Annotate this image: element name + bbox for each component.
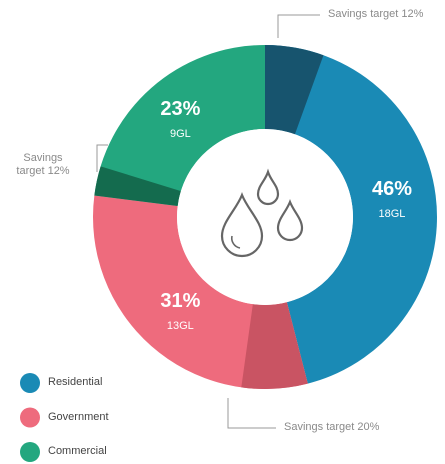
segment — [265, 45, 438, 384]
value-label: 46% — [372, 178, 412, 200]
volume-label: 9GL — [170, 128, 191, 140]
legend-swatch — [20, 373, 40, 393]
value-label: 31% — [160, 290, 200, 312]
volume-label: 18GL — [379, 208, 406, 220]
leader-lines — [96, 14, 320, 429]
savings-segment — [265, 45, 324, 135]
water-icon — [220, 168, 304, 258]
legend-label: Government — [48, 410, 109, 423]
donut-hole — [177, 129, 353, 305]
savings-segment — [94, 166, 181, 206]
legend-label: Residential — [48, 376, 103, 388]
legend-swatch — [20, 407, 40, 428]
savings-label: Savings target 12% — [328, 8, 424, 20]
savings-label: Savings target 12% — [16, 152, 70, 177]
volume-label: 13GL — [167, 320, 194, 332]
savings-label: Savings target 20% — [284, 421, 380, 433]
legend-label: Commercial — [48, 445, 107, 457]
value-label: 23% — [160, 98, 200, 120]
segment — [94, 45, 266, 206]
legend-swatch — [20, 442, 40, 462]
savings-segment — [241, 302, 308, 389]
